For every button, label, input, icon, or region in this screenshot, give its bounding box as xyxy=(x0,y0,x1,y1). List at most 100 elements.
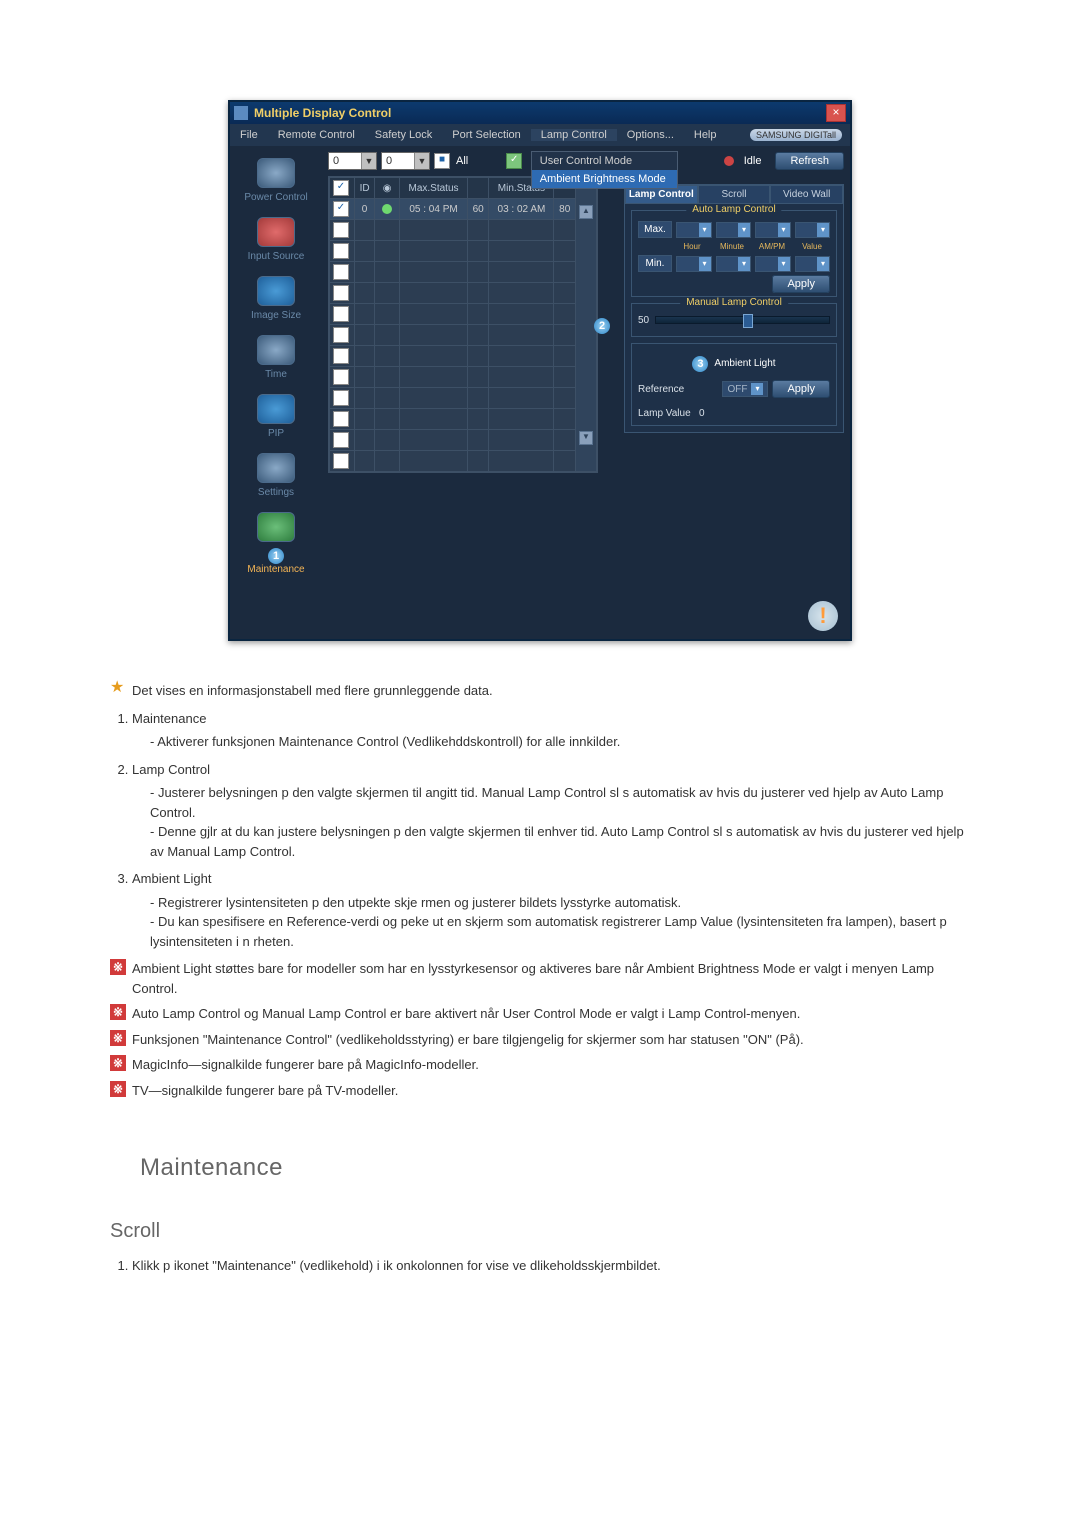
cell-min: 03 : 02 AM xyxy=(489,199,554,220)
sidebar-item-image[interactable]: Image Size xyxy=(230,272,322,331)
table-row[interactable] xyxy=(330,241,597,262)
slider-value: 50 xyxy=(638,315,649,326)
list-item: Maintenance Aktiverer funksjonen Mainten… xyxy=(132,709,970,752)
scroll-down-icon[interactable]: ▼ xyxy=(579,431,593,445)
sidebar-item-input[interactable]: Input Source xyxy=(230,213,322,272)
auto-lamp-section: Auto Lamp Control Max. ▾ ▾ ▾ ▾ Hour Minu… xyxy=(631,210,837,297)
data-grid: ✓ ID ◉ Max.Status Min.Status ▲ ▼ xyxy=(328,176,598,473)
menu-options[interactable]: Options... xyxy=(617,129,684,141)
select-1[interactable]: 0 ▼ xyxy=(328,152,377,170)
chevron-down-icon: ▾ xyxy=(699,223,711,237)
table-row[interactable] xyxy=(330,262,597,283)
note-text: Ambient Light støttes bare for modeller … xyxy=(132,959,970,998)
tiny-labels: Hour Minute AM/PM Value xyxy=(638,242,830,251)
table-row[interactable] xyxy=(330,451,597,472)
max-ampm[interactable]: ▾ xyxy=(755,222,791,238)
table-row[interactable]: ✓ 0 05 : 04 PM 60 03 : 02 AM 80 xyxy=(330,199,597,220)
check-icon[interactable]: ✓ xyxy=(506,153,522,169)
table-row[interactable] xyxy=(330,346,597,367)
apply-ambient-button[interactable]: Apply xyxy=(772,380,830,398)
select-2[interactable]: 0 ▼ xyxy=(381,152,430,170)
table-row[interactable] xyxy=(330,367,597,388)
min-min[interactable]: ▾ xyxy=(716,256,752,272)
sidebar-label: Power Control xyxy=(230,192,322,203)
main-area: 0 ▼ 0 ▼ ■ All ✓ Idle Refresh xyxy=(322,146,850,585)
note-icon: ※ xyxy=(110,1055,126,1071)
time-icon xyxy=(257,335,295,365)
chevron-down-icon: ▾ xyxy=(738,223,750,237)
sidebar-item-settings[interactable]: Settings xyxy=(230,449,322,508)
menu-help[interactable]: Help xyxy=(684,129,727,141)
scroll-up-icon[interactable]: ▲ xyxy=(579,205,593,219)
manual-lamp-title: Manual Lamp Control xyxy=(680,297,788,308)
bullet: Du kan spesifisere en Reference-verdi og… xyxy=(150,912,970,951)
select-2-value: 0 xyxy=(382,155,414,167)
final-step: Klikk p ikonet "Maintenance" (vedlikehol… xyxy=(132,1256,970,1276)
bullet: Denne gjlr at du kan justere belysningen… xyxy=(150,822,970,861)
submenu-ambient-mode[interactable]: Ambient Brightness Mode xyxy=(532,170,677,188)
slider-thumb[interactable] xyxy=(743,314,753,328)
brightness-slider[interactable] xyxy=(655,316,830,324)
app-window: Multiple Display Control × File Remote C… xyxy=(228,100,852,641)
menu-port[interactable]: Port Selection xyxy=(442,129,530,141)
refresh-button[interactable]: Refresh xyxy=(775,152,844,170)
menu-remote[interactable]: Remote Control xyxy=(268,129,365,141)
app-icon xyxy=(234,106,248,120)
bullet: Justerer belysningen p den valgte skjerm… xyxy=(150,783,970,822)
sidebar-item-power[interactable]: Power Control xyxy=(230,154,322,213)
reference-select[interactable]: OFF▾ xyxy=(722,381,768,397)
table-row[interactable] xyxy=(330,409,597,430)
sidebar: Power Control Input Source Image Size Ti… xyxy=(230,146,322,585)
callout-2: 2 xyxy=(594,318,610,334)
max-val[interactable]: ▾ xyxy=(795,222,831,238)
alert-icon: ! xyxy=(808,601,838,631)
auto-lamp-title: Auto Lamp Control xyxy=(686,204,781,215)
item-title: Lamp Control xyxy=(132,762,210,777)
note-text: TV—signalkilde fungerer bare på TV-model… xyxy=(132,1081,398,1101)
manual-lamp-section: Manual Lamp Control 50 xyxy=(631,303,837,337)
row-check[interactable]: ✓ xyxy=(333,201,349,217)
note-icon: ※ xyxy=(110,1030,126,1046)
col-max: Max.Status xyxy=(400,178,468,199)
menu-lamp-label: Lamp Control xyxy=(541,129,607,141)
table-row[interactable] xyxy=(330,388,597,409)
heading-maintenance: Maintenance xyxy=(140,1150,970,1186)
sidebar-item-time[interactable]: Time xyxy=(230,331,322,390)
callout-3: 3 xyxy=(692,356,708,372)
max-hour[interactable]: ▾ xyxy=(676,222,712,238)
sidebar-item-pip[interactable]: PIP xyxy=(230,390,322,449)
menu-file[interactable]: File xyxy=(230,129,268,141)
menu-lamp[interactable]: Lamp Control User Control Mode Ambient B… xyxy=(531,129,617,141)
chevron-down-icon: ▾ xyxy=(738,257,750,271)
chevron-down-icon: ▾ xyxy=(751,383,763,395)
close-icon[interactable]: × xyxy=(826,104,846,122)
menu-safety[interactable]: Safety Lock xyxy=(365,129,442,141)
min-ampm[interactable]: ▾ xyxy=(755,256,791,272)
cell-max: 05 : 04 PM xyxy=(400,199,468,220)
sidebar-item-maintenance[interactable]: 1 Maintenance xyxy=(230,508,322,585)
table-row[interactable] xyxy=(330,220,597,241)
max-min[interactable]: ▾ xyxy=(716,222,752,238)
note-text: MagicInfo—signalkilde fungerer bare på M… xyxy=(132,1055,479,1075)
input-icon xyxy=(257,217,295,247)
table-row[interactable] xyxy=(330,325,597,346)
table-row[interactable] xyxy=(330,283,597,304)
sidebar-label: PIP xyxy=(230,428,322,439)
ambient-section: 3 Ambient Light Reference OFF▾ Apply Lam… xyxy=(631,343,837,426)
min-val[interactable]: ▾ xyxy=(795,256,831,272)
table-row[interactable] xyxy=(330,430,597,451)
min-hour[interactable]: ▾ xyxy=(676,256,712,272)
tab-scroll[interactable]: Scroll xyxy=(698,185,771,204)
lamp-value-label: Lamp Value xyxy=(638,408,691,419)
item-title: Ambient Light xyxy=(132,871,212,886)
tab-videowall[interactable]: Video Wall xyxy=(770,185,843,204)
note-text: Funksjonen "Maintenance Control" (vedlik… xyxy=(132,1030,804,1050)
apply-auto-button[interactable]: Apply xyxy=(772,275,830,293)
pip-icon xyxy=(257,394,295,424)
callout-1: 1 xyxy=(268,548,284,564)
doc-text: ★ Det vises en informasjonstabell med fl… xyxy=(110,681,970,1276)
checkbox-all[interactable]: ■ xyxy=(434,153,450,169)
cell-id: 0 xyxy=(355,199,375,220)
table-row[interactable] xyxy=(330,304,597,325)
cell-maxv: 60 xyxy=(467,199,489,220)
